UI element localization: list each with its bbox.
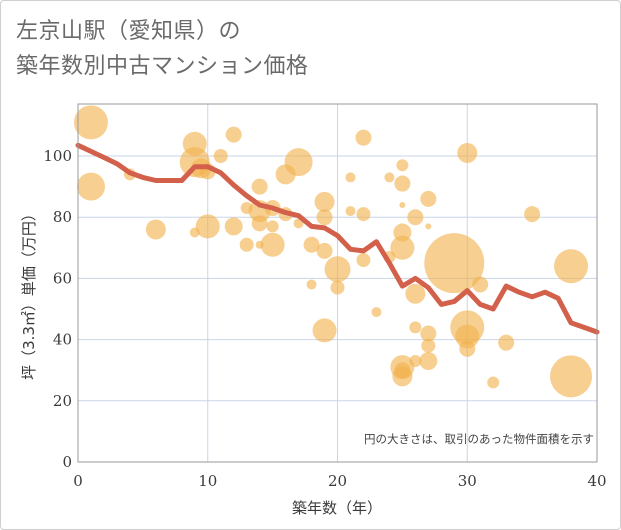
bubble-point <box>330 280 345 295</box>
bubble-point <box>457 142 478 163</box>
bubble-point <box>76 172 105 201</box>
bubble-point <box>390 235 415 260</box>
bubble-point <box>384 172 395 183</box>
x-tick-label: 40 <box>587 472 606 490</box>
y-tick-label: 20 <box>53 392 72 410</box>
bubble-point <box>73 105 108 140</box>
bubble-point <box>498 334 515 351</box>
bubble-point <box>421 338 436 353</box>
bubble-point <box>487 376 500 389</box>
bubble-point <box>472 276 489 293</box>
bubble-point <box>314 191 335 212</box>
x-tick-label: 10 <box>198 472 217 490</box>
bubble-point <box>284 148 313 177</box>
bubble-point <box>524 206 541 223</box>
plot-area-border <box>77 103 598 463</box>
title-line-1: 左京山駅（愛知県）の <box>16 19 242 44</box>
bubble-point <box>260 232 285 257</box>
x-tick-label: 0 <box>73 472 83 490</box>
bubble-point <box>345 206 356 217</box>
bubble-point <box>316 209 333 226</box>
bubble-point <box>399 201 406 208</box>
bubble-point <box>550 355 593 398</box>
bubble-size-note: 円の大きさは、取引のあった物件面積を示す <box>364 432 594 446</box>
y-tick-label: 40 <box>53 331 72 349</box>
bubble-point <box>455 324 480 349</box>
y-axis-label: 坪（3.3㎡）単価（万円） <box>20 206 38 380</box>
bubble-point <box>189 227 200 238</box>
bubble-point <box>407 209 424 226</box>
x-tick-label: 30 <box>458 472 477 490</box>
bubble-point <box>396 159 409 172</box>
x-axis-label: 築年数（年） <box>292 499 382 517</box>
x-tick-label: 20 <box>328 472 347 490</box>
bubble-point <box>371 307 382 318</box>
bubble-point <box>145 219 166 240</box>
bubble-point <box>420 190 437 207</box>
bubble-point <box>420 325 437 342</box>
bubble-point <box>405 283 426 304</box>
bubble-point <box>306 279 317 290</box>
bubble-point <box>195 214 220 239</box>
bubble-series <box>73 105 593 398</box>
bubble-point <box>303 236 320 253</box>
y-tick-label: 100 <box>43 147 72 165</box>
trend-line <box>75 142 600 335</box>
chart-title: 左京山駅（愛知県）の 築年数別中古マンション価格 <box>16 14 309 84</box>
bubble-point <box>409 355 422 368</box>
title-line-2: 築年数別中古マンション価格 <box>16 54 309 79</box>
bubble-point <box>554 249 589 284</box>
bubble-point <box>345 172 356 183</box>
bubble-point <box>424 233 485 294</box>
y-tick-label: 0 <box>62 453 72 471</box>
bubble-point <box>356 253 371 268</box>
bubble-point <box>409 321 422 334</box>
y-tick-labels: 0 20 40 60 80 100 <box>43 147 72 471</box>
bubble-point <box>251 215 268 232</box>
y-tick-label: 80 <box>53 208 72 226</box>
bubble-point <box>266 220 279 233</box>
bubble-point <box>459 340 476 357</box>
bubble-point <box>394 362 411 379</box>
bubble-point <box>312 318 337 343</box>
bubble-point <box>251 178 268 195</box>
bubble-point <box>419 352 438 371</box>
bubble-point <box>425 223 432 230</box>
bubble-point <box>394 175 411 192</box>
bubble-point <box>213 149 228 164</box>
x-tick-labels: 0 10 20 30 40 <box>73 472 606 490</box>
bubble-point <box>324 256 351 283</box>
bubble-point <box>356 207 371 222</box>
bubble-point <box>316 242 333 259</box>
bubble-point <box>225 126 242 143</box>
bubble-point <box>224 217 243 236</box>
bubble-point <box>355 129 372 146</box>
bubble-point <box>239 237 254 252</box>
y-tick-label: 60 <box>53 269 72 287</box>
